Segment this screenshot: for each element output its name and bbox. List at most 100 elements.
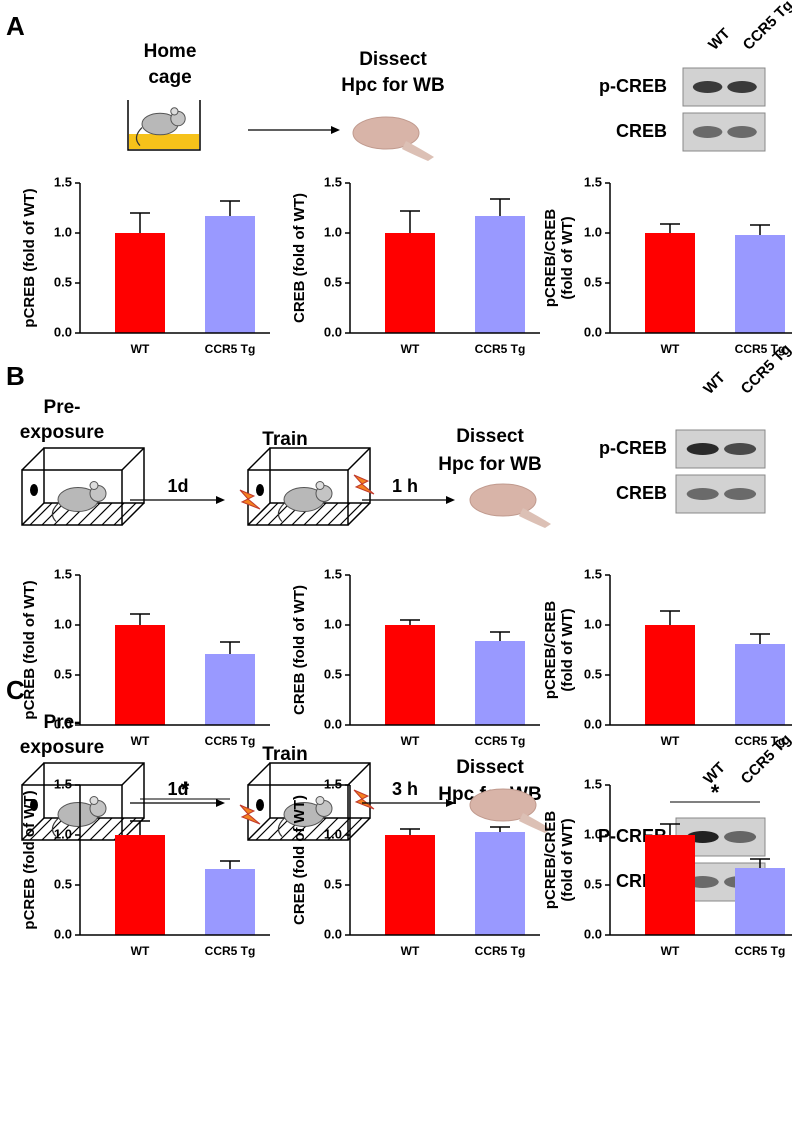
- diagram-label: Dissect: [359, 49, 427, 70]
- x-tick-label: WT: [131, 944, 150, 958]
- cage-grid: [89, 817, 113, 841]
- diagram-label: Home: [144, 41, 197, 62]
- cage-edge: [347, 447, 371, 471]
- y-tick-label: 0.5: [54, 666, 72, 681]
- cage-edge: [247, 762, 271, 786]
- y-axis-label: pCREB (fold of WT): [21, 188, 38, 327]
- cage-edge: [347, 762, 371, 786]
- bar: [385, 625, 435, 725]
- blot-row-label: p-CREB: [599, 76, 667, 96]
- cage-edge: [247, 447, 271, 471]
- y-tick-label: 1.5: [324, 566, 342, 581]
- bar: [735, 868, 785, 935]
- cage-grid: [303, 817, 327, 841]
- diagram-label: Train: [262, 744, 307, 765]
- y-tick-label: 1.0: [324, 224, 342, 239]
- shock-icon: [353, 474, 375, 495]
- y-tick-label: 1.5: [584, 776, 602, 791]
- interval-label: 1 h: [392, 476, 418, 496]
- y-tick-label: 1.5: [54, 174, 72, 189]
- diagram-label: Pre-: [44, 397, 81, 418]
- shock-icon: [239, 804, 261, 825]
- bar: [645, 233, 695, 333]
- cage-edge: [347, 817, 371, 841]
- y-tick-label: 1.0: [54, 826, 72, 841]
- mouse-icon: [277, 481, 333, 522]
- y-tick-label: 0.0: [324, 926, 342, 941]
- y-tick-label: 1.5: [54, 776, 72, 791]
- brain: [352, 116, 420, 150]
- cage-edge: [121, 502, 145, 526]
- bar: [645, 625, 695, 725]
- cage-edge: [121, 447, 145, 471]
- blot-row-label: CREB: [616, 483, 667, 503]
- brain: [469, 483, 537, 517]
- x-tick-label: WT: [401, 342, 420, 356]
- x-tick-label: CCR5 Tg: [205, 944, 256, 958]
- bar: [475, 832, 525, 935]
- cage-grid: [339, 502, 363, 526]
- cage-grid: [101, 502, 125, 526]
- y-axis-label: (fold of WT): [559, 608, 576, 691]
- arrow-head: [216, 496, 225, 504]
- cage-grid: [29, 817, 53, 841]
- cage-edge: [21, 817, 45, 841]
- diagram-label: Pre-: [44, 712, 81, 733]
- mouse-ear: [89, 796, 99, 805]
- cage-grid: [77, 817, 101, 841]
- y-axis-label: pCREB/CREB: [542, 209, 559, 308]
- mouse-icon: [135, 107, 186, 147]
- y-axis-label: (fold of WT): [559, 216, 576, 299]
- cage-cue: [256, 484, 264, 496]
- mouse-icon: [51, 481, 107, 522]
- brainstem: [519, 508, 551, 528]
- x-tick-label: CCR5 Tg: [475, 734, 526, 748]
- cage-grid: [315, 502, 339, 526]
- mouse-ear: [170, 107, 179, 116]
- brainstem: [402, 141, 434, 161]
- panel-letter: C: [6, 675, 25, 705]
- mouse-ear: [315, 796, 325, 805]
- interval-label: 1d: [167, 476, 188, 496]
- x-tick-label: WT: [131, 734, 150, 748]
- mouse-tail: [135, 127, 143, 147]
- cage-edge: [347, 502, 371, 526]
- blot-band: [727, 81, 757, 93]
- y-tick-label: 1.0: [324, 616, 342, 631]
- y-axis-label: CREB (fold of WT): [291, 585, 308, 715]
- blot-band: [686, 488, 719, 500]
- y-tick-label: 0.5: [584, 666, 602, 681]
- x-tick-label: CCR5 Tg: [735, 734, 786, 748]
- significance-label: *: [711, 780, 720, 805]
- cage-cue: [30, 484, 38, 496]
- x-tick-label: CCR5 Tg: [475, 342, 526, 356]
- arrow-head: [446, 496, 455, 504]
- y-tick-label: 1.5: [54, 566, 72, 581]
- diagram-label: Hpc for WB: [341, 75, 444, 96]
- blot-band: [727, 126, 757, 138]
- bar: [475, 216, 525, 333]
- blot-band: [724, 443, 757, 455]
- diagram-label: Dissect: [456, 426, 524, 447]
- cage-grid: [339, 817, 363, 841]
- mouse-tail: [51, 818, 59, 837]
- cage-grid: [303, 502, 327, 526]
- diagram-label: exposure: [20, 422, 104, 443]
- x-tick-label: CCR5 Tg: [475, 944, 526, 958]
- y-axis-label: (fold of WT): [559, 818, 576, 901]
- cage-grid: [315, 817, 339, 841]
- diagram-label: exposure: [20, 737, 104, 758]
- bar: [205, 654, 255, 725]
- cage-grid: [327, 502, 351, 526]
- y-tick-label: 1.0: [54, 616, 72, 631]
- cage-grid: [255, 817, 279, 841]
- y-tick-label: 1.0: [584, 616, 602, 631]
- blot-band: [724, 831, 757, 843]
- cage-edge: [21, 447, 45, 471]
- blot-band: [692, 126, 723, 138]
- y-axis-label: CREB (fold of WT): [291, 193, 308, 323]
- cage-grid: [255, 502, 279, 526]
- y-tick-label: 0.0: [584, 716, 602, 731]
- blot-row-label: p-CREB: [599, 438, 667, 458]
